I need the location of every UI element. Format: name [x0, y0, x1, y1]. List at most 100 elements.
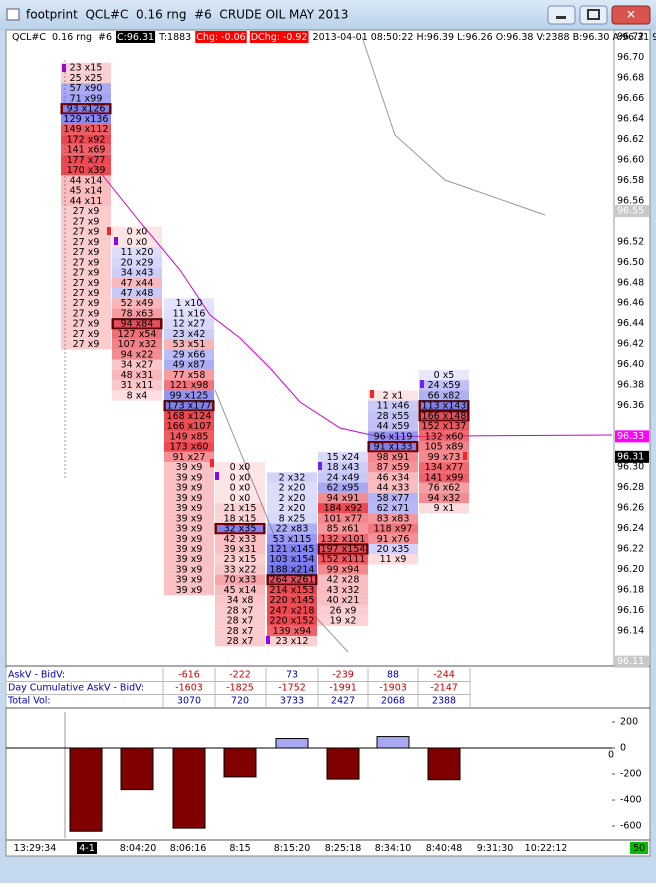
cell-bg — [164, 431, 214, 442]
cell-bg — [61, 267, 111, 278]
footprint-cell: 83 x83 — [377, 513, 410, 524]
footprint-cell: 23 x42 — [173, 329, 206, 340]
footprint-cell: 27 x9 — [73, 206, 100, 217]
cell-bg — [164, 359, 214, 370]
cell-bg — [112, 267, 162, 278]
footprint-cell: 62 x71 — [377, 503, 410, 514]
cell-bg — [368, 513, 418, 524]
footprint-cell: 39 x9 — [176, 544, 203, 555]
footprint-cell: 1 x10 — [176, 298, 203, 309]
footprint-cell: 57 x90 — [70, 83, 103, 94]
footprint-cell: 121 x145 — [270, 544, 315, 555]
footprint-cell: 28 x7 — [227, 626, 254, 637]
footprint-cell: 45 x14 — [224, 585, 257, 596]
cell-bg — [318, 513, 368, 524]
title-bar — [0, 0, 656, 30]
price-label: 96.24 — [617, 523, 644, 534]
price-label: 96.50 — [617, 257, 644, 268]
footprint-cell: 52 x49 — [121, 298, 154, 309]
footprint-cell: 25 x25 — [70, 73, 103, 84]
stats-value: 3733 — [280, 696, 304, 707]
footprint-cell: 27 x9 — [73, 268, 100, 279]
cell-bg — [164, 339, 214, 350]
footprint-cell: 91 x133 — [374, 442, 413, 453]
info-ticks: T:1883 — [158, 32, 191, 43]
footprint-cell: 214 x153 — [270, 585, 315, 596]
footprint-cell: 184 x92 — [324, 503, 363, 514]
cell-bg — [419, 390, 469, 401]
footprint-cell: 27 x9 — [73, 308, 100, 319]
cell-bg — [61, 216, 111, 227]
footprint-cell: 0 x0 — [127, 237, 148, 248]
stats-value: 73 — [286, 670, 298, 681]
osc-tick-label: 0 — [620, 743, 626, 754]
footprint-cell: 43 x32 — [327, 585, 360, 596]
footprint-cell: 31 x11 — [121, 380, 154, 391]
footprint-cell: 44 x59 — [377, 421, 410, 432]
osc-tick-label: -400 — [620, 795, 642, 806]
footprint-cell: 27 x9 — [73, 329, 100, 340]
stats-value: 720 — [231, 696, 249, 707]
footprint-cell: 62 x95 — [327, 483, 360, 494]
time-label: 8:34:10 — [375, 843, 412, 854]
footprint-cell: 197 x154 — [321, 544, 366, 555]
footprint-cell: 220 x145 — [270, 595, 315, 606]
price-label: 96.18 — [617, 584, 644, 595]
footprint-cell: 8 x25 — [279, 513, 306, 524]
price-label: 96.46 — [617, 298, 644, 309]
close-button[interactable] — [611, 5, 651, 25]
price-label: 96.38 — [617, 380, 644, 391]
footprint-cell: 28 x7 — [227, 605, 254, 616]
cell-bg — [267, 472, 317, 483]
osc-bar — [427, 747, 461, 781]
cell-bg — [215, 513, 265, 524]
marker — [318, 462, 322, 470]
footprint-cell: 28 x55 — [377, 411, 410, 422]
cell-bg — [61, 277, 111, 288]
cell-bg — [164, 574, 214, 585]
minimize-button[interactable] — [547, 5, 576, 25]
footprint-cell: 22 x83 — [276, 524, 309, 535]
footprint-cell: 39 x9 — [176, 493, 203, 504]
footprint-cell: 40 x21 — [327, 595, 360, 606]
maximize-button[interactable] — [579, 5, 608, 25]
footprint-cell: 2 x20 — [279, 503, 306, 514]
footprint-cell: 27 x9 — [73, 227, 100, 238]
cell-bg — [112, 277, 162, 288]
price-label: 96.60 — [617, 154, 644, 165]
cell-bg — [368, 544, 418, 555]
cell-bg — [164, 390, 214, 401]
info-box — [195, 31, 247, 43]
price-label: 96.70 — [617, 52, 644, 63]
footprint-cell: 170 x39 — [67, 165, 106, 176]
footprint-cell: 27 x9 — [73, 319, 100, 330]
cell-bg — [164, 584, 214, 596]
stats-value: -2147 — [430, 683, 458, 694]
cell-bg — [419, 369, 469, 381]
footprint-cell: 247 x218 — [270, 605, 315, 616]
cell-bg — [267, 523, 317, 534]
chart-layer: QCL#C 0.16 rng #6 C:96.31 T:1883 Chg: -0.06… — [5, 31, 656, 854]
footprint-cell: 173 x60 — [170, 442, 209, 453]
stats-label: Day Cumulative AskV - BidV: — [8, 683, 144, 694]
marker — [215, 472, 219, 480]
footprint-cell: 0 x0 — [127, 227, 148, 238]
cell-bg — [61, 298, 111, 309]
cell-bg — [267, 595, 317, 606]
footprint-cell: 220 x152 — [270, 616, 315, 627]
marker — [370, 390, 374, 398]
footprint-cell: 103 x154 — [270, 554, 315, 565]
footprint-cell: 44 x11 — [70, 196, 103, 207]
footprint-cell: 121 x98 — [170, 380, 209, 391]
cell-bg — [419, 482, 469, 493]
stats-label: AskV - BidV: — [8, 670, 65, 681]
cell-bg — [419, 451, 469, 463]
cell-bg — [164, 554, 214, 565]
price-label: 96.40 — [617, 359, 644, 370]
stats-value: 2427 — [331, 696, 355, 707]
cell-bg — [368, 410, 418, 422]
cell-bg — [164, 492, 214, 503]
footprint-cell: 27 x9 — [73, 288, 100, 299]
trend-line — [361, 36, 546, 216]
price-marker-label: 96.31 — [617, 451, 644, 462]
